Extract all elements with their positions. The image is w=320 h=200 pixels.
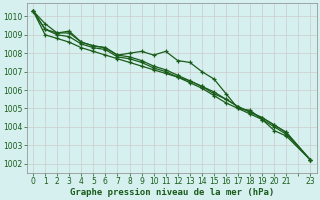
X-axis label: Graphe pression niveau de la mer (hPa): Graphe pression niveau de la mer (hPa) <box>70 188 274 197</box>
